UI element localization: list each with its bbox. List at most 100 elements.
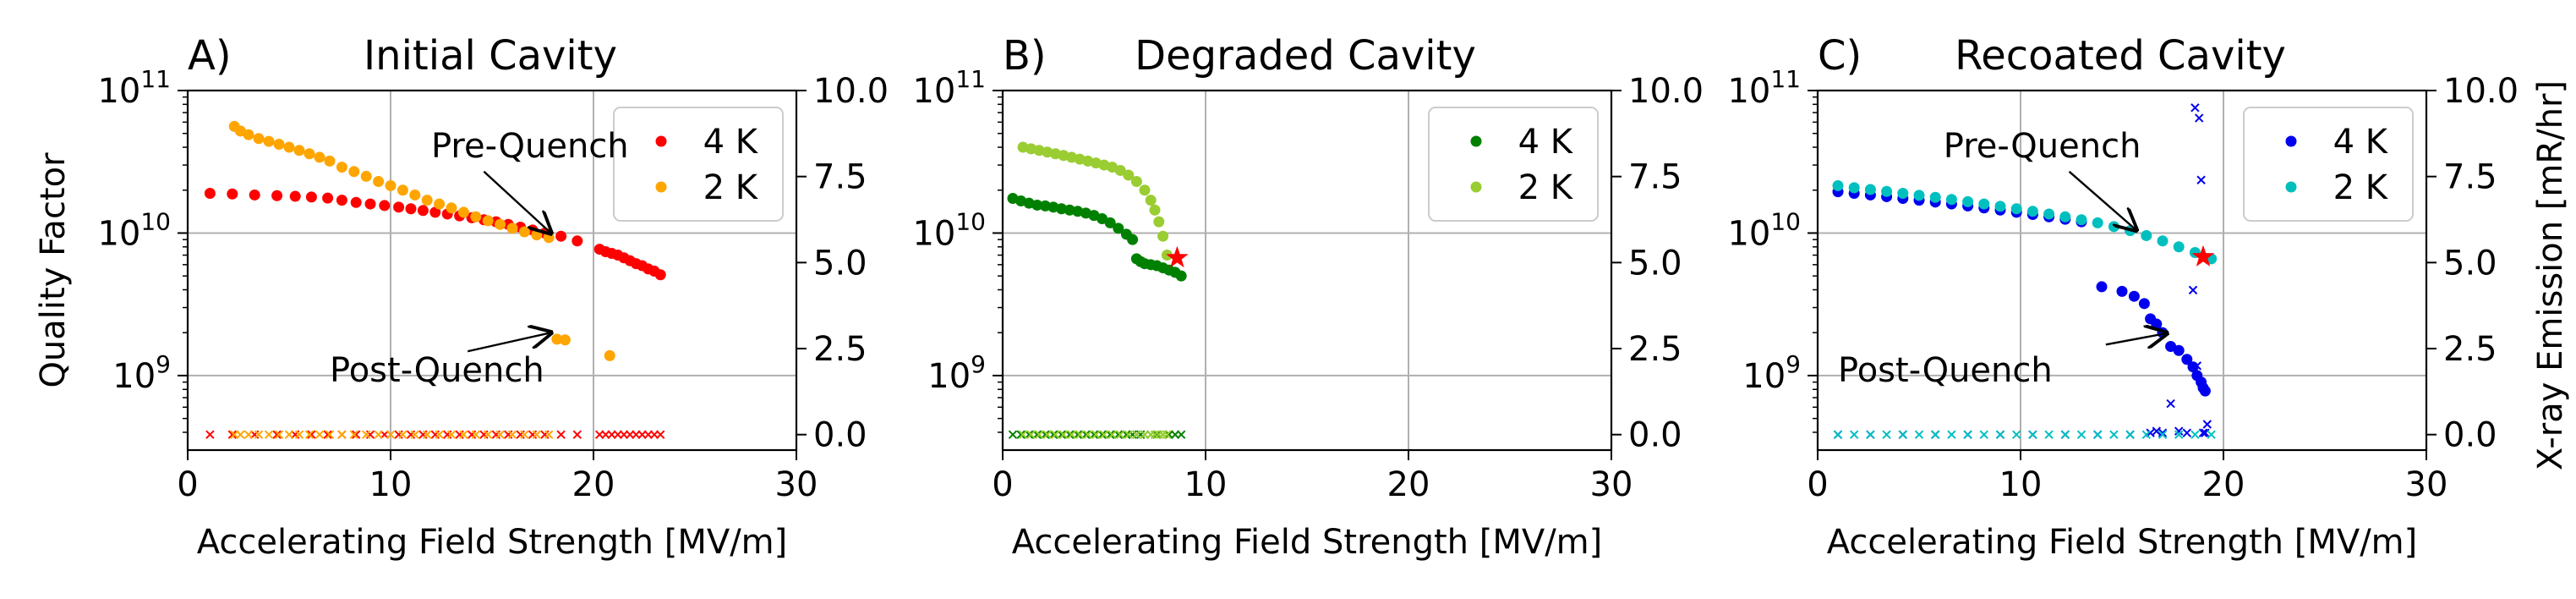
chart-title: Degraded Cavity — [1135, 32, 1476, 80]
y2-tick-label: 7.5 — [813, 158, 867, 197]
data-point — [1161, 250, 1173, 261]
data-point — [1149, 204, 1161, 216]
y-tick-label: 1011 — [912, 65, 986, 111]
data-point — [1153, 216, 1165, 228]
xray-point — [1947, 430, 1956, 439]
xray-point — [2166, 398, 2175, 409]
plot-frame — [186, 89, 798, 452]
x-tick-label: 10 — [1999, 465, 2043, 504]
data-point — [2092, 217, 2103, 228]
data-point — [2138, 298, 2150, 310]
data-point — [1031, 199, 1043, 211]
y-tick-base: 10 — [1727, 72, 1770, 111]
data-point — [405, 203, 417, 215]
data-point — [379, 200, 391, 212]
annotation-arrow — [467, 332, 550, 353]
x-axis-label: Accelerating Field Strength [MV/m] — [1827, 523, 2418, 562]
series-3 — [1008, 430, 1186, 439]
y-tick-exponent: 9 — [1786, 350, 1801, 378]
data-point — [324, 155, 336, 167]
xray-point — [2192, 361, 2202, 371]
xray-point — [1963, 430, 1972, 439]
y2-tick-label: 10.0 — [2443, 72, 2519, 111]
xray-point — [351, 430, 361, 439]
legend-label: 2 K — [703, 168, 759, 207]
xray-point — [442, 430, 452, 439]
data-point — [572, 235, 583, 247]
xray-point — [264, 430, 274, 439]
annotation-text: Post-Quench — [330, 351, 544, 390]
xray-point — [2092, 430, 2103, 439]
xray-point — [1034, 430, 1044, 439]
x-tick-label: 0 — [1807, 465, 1828, 504]
legend-marker — [655, 135, 667, 147]
data-point — [2026, 206, 2038, 217]
xray-point — [2044, 430, 2054, 439]
xray-point — [1898, 430, 1908, 439]
series-4 — [1018, 430, 1172, 439]
data-point — [1114, 164, 1126, 176]
quench-star-marker — [1166, 245, 1189, 268]
series-3 — [205, 430, 665, 439]
annotation: Pre-Quench — [1944, 127, 2141, 230]
legend-marker — [655, 181, 667, 193]
series-4 — [229, 430, 554, 439]
xray-point — [1099, 430, 1109, 439]
chart-title: Initial Cavity — [364, 32, 617, 80]
data-point — [2157, 235, 2169, 247]
data-point — [1881, 185, 1893, 197]
series-1 — [1007, 193, 1187, 282]
y-tick-label: 1010 — [912, 207, 986, 253]
data-point — [2076, 214, 2087, 226]
xray-point — [1128, 430, 1137, 439]
y-tick-label: 109 — [927, 350, 986, 396]
xray-point — [1058, 430, 1069, 439]
y-tick-base: 10 — [97, 214, 140, 253]
data-point — [495, 218, 506, 230]
y-tick-exponent: 11 — [140, 65, 171, 93]
xray-point — [1026, 430, 1036, 439]
data-point — [1064, 204, 1075, 216]
x-tick-label: 30 — [1590, 465, 1633, 504]
xray-point — [471, 430, 481, 439]
xray-point — [243, 430, 254, 439]
data-point — [429, 206, 441, 218]
panel-label: B) — [1003, 32, 1047, 80]
xray-point — [227, 430, 238, 439]
data-point — [1832, 179, 1844, 191]
data-point — [2173, 344, 2185, 356]
xray-point — [272, 430, 282, 439]
xray-point — [2196, 175, 2206, 184]
legend-marker — [1470, 135, 1482, 147]
y-tick-label: 1010 — [1727, 207, 1801, 253]
data-point — [314, 151, 325, 163]
xray-point — [274, 430, 284, 439]
data-point — [2181, 354, 2193, 365]
data-point — [409, 189, 421, 201]
x-tick-label: 10 — [369, 465, 413, 504]
xray-point — [1083, 430, 1093, 439]
xray-point — [430, 430, 440, 439]
xray-point — [361, 430, 371, 439]
data-point — [2199, 385, 2211, 397]
data-point — [1864, 184, 1876, 195]
y2-tick-label: 2.5 — [2443, 330, 2497, 369]
data-point — [271, 190, 283, 201]
legend: 4 K2 K — [2243, 107, 2414, 222]
xray-point — [2125, 430, 2135, 439]
data-point — [243, 129, 254, 140]
y-tick-label: 1011 — [1727, 65, 1801, 111]
legend-label: 4 K — [1518, 123, 1574, 162]
data-point — [1962, 195, 1974, 207]
xray-point — [2060, 430, 2070, 439]
data-point — [348, 166, 360, 178]
y-tick-exponent: 9 — [971, 350, 986, 378]
data-point — [518, 226, 530, 238]
y-tick-base: 10 — [927, 357, 971, 396]
data-point — [1913, 190, 1925, 201]
y-tick-exponent: 10 — [1770, 207, 1801, 235]
y-tick-base: 10 — [912, 72, 955, 111]
chart-title: Recoated Cavity — [1955, 32, 2286, 80]
legend-marker — [2285, 181, 2297, 193]
